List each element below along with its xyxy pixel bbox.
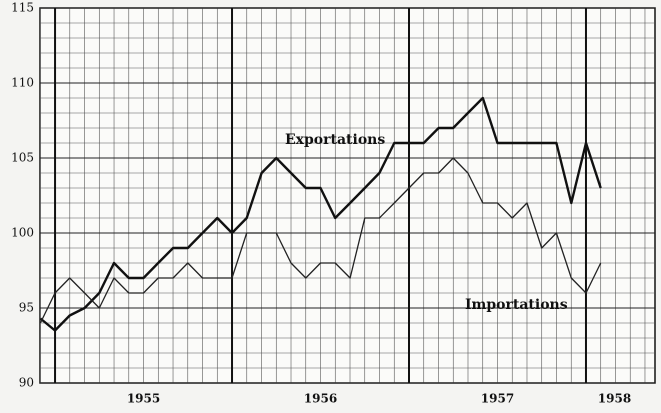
series-line [39,157,602,324]
plot-area [39,7,656,384]
series-label: Importations [465,297,568,313]
series-line [39,96,602,332]
y-tick-label: 105 [11,151,34,165]
x-tick-label: 1956 [304,392,337,406]
x-tick-label: 1957 [481,392,514,406]
y-tick-label: 95 [19,301,34,315]
y-tick-label: 90 [19,376,34,390]
x-tick-label: 1955 [127,392,160,406]
y-tick-label: 100 [11,226,34,240]
y-tick-label: 115 [11,1,34,15]
x-tick-label: 1958 [598,392,631,406]
y-tick-label: 110 [11,76,34,90]
series-label: Exportations [285,132,385,148]
